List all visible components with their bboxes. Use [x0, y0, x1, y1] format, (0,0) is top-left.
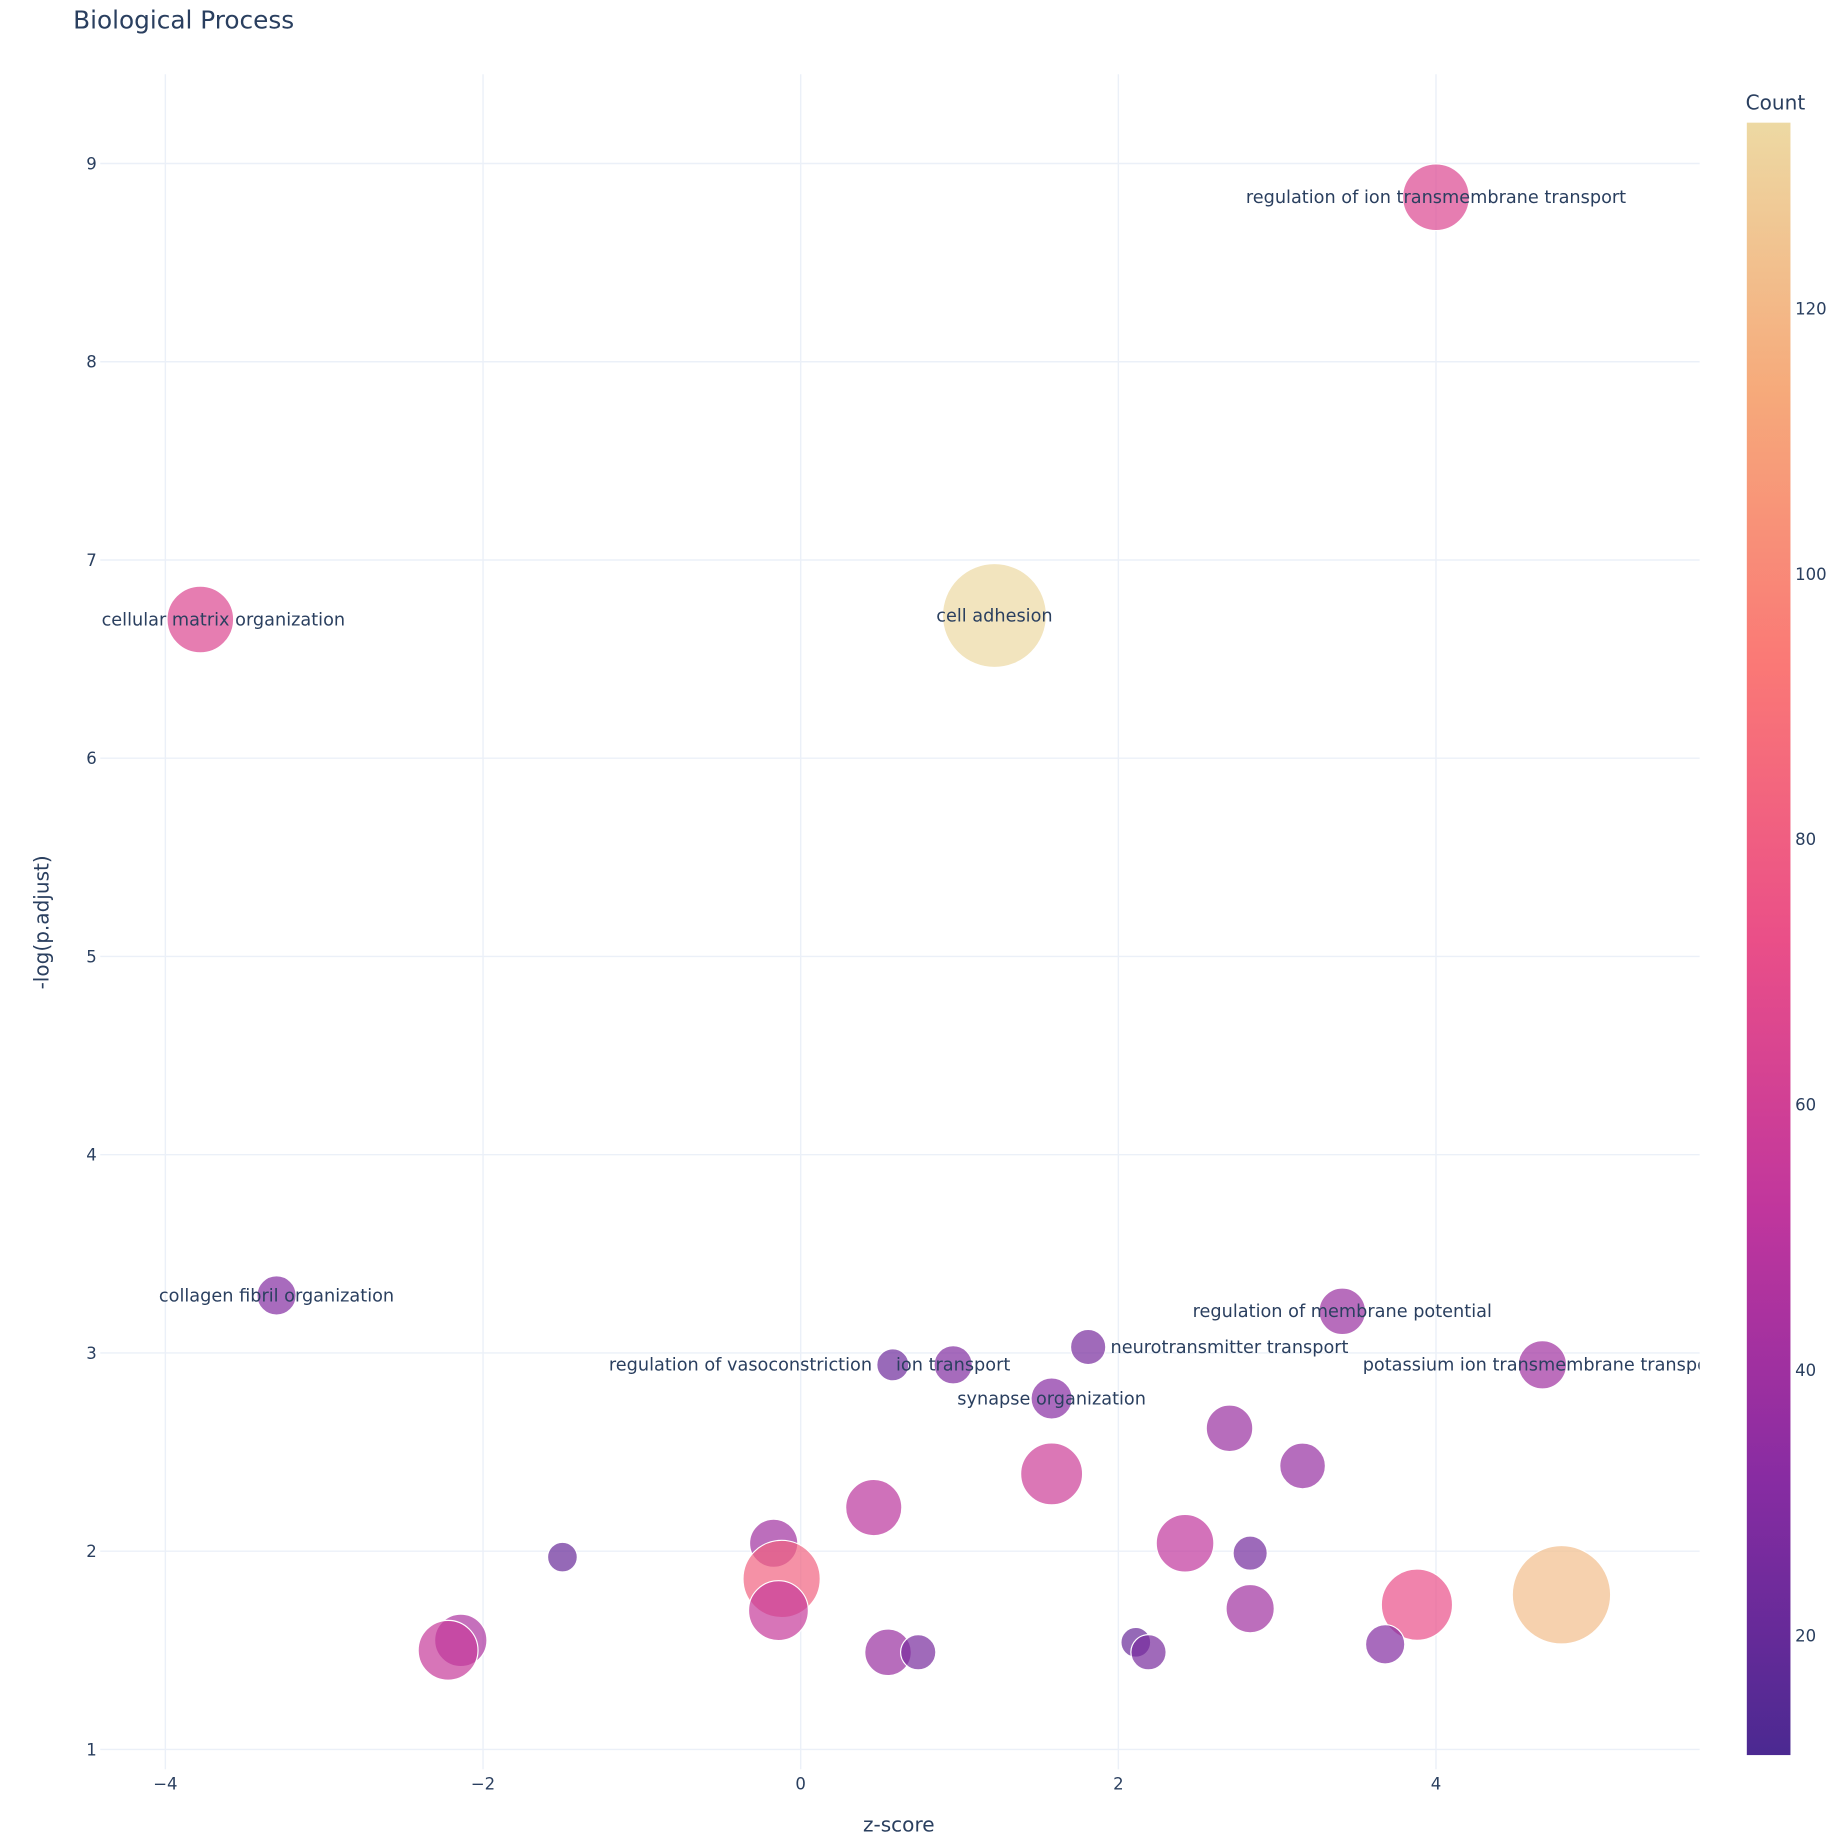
- y-tick-label: 4: [86, 1146, 97, 1165]
- x-tick-label: 2: [1113, 1774, 1124, 1793]
- bubble-point: [256, 1275, 297, 1316]
- x-tick-label: −4: [153, 1774, 177, 1793]
- bubble-point: [1517, 1340, 1568, 1390]
- bubble-point: [166, 585, 235, 654]
- bubble-point: [1402, 163, 1470, 232]
- colorbar-tick-label: 100: [1795, 565, 1827, 584]
- bubble-point: [747, 1580, 809, 1642]
- bubble-point: [933, 1345, 973, 1385]
- point-label: regulation of vasoconstriction: [609, 1356, 872, 1376]
- bubble-point: [1279, 1442, 1327, 1490]
- bubble-point: [1030, 1377, 1073, 1420]
- bubble-point: [1364, 1624, 1406, 1665]
- colorbar: [1746, 122, 1791, 1756]
- point-label: neurotransmitter transport: [1111, 1338, 1349, 1358]
- bubble-point: [1318, 1287, 1367, 1336]
- point-label: extracellular matrix organization: [55, 610, 345, 630]
- bubble-point: [546, 1541, 578, 1573]
- y-axis-title: -log(p.adjust): [29, 855, 53, 989]
- bubbles: [166, 163, 1612, 1681]
- chart-title: Biological Process: [73, 5, 294, 34]
- bubble-point: [1155, 1513, 1215, 1573]
- bubble-point: [1020, 1442, 1084, 1506]
- point-label: collagen fibril organization: [159, 1286, 394, 1306]
- bubble-point: [1225, 1583, 1275, 1634]
- point-label: regulation of ion transmembrane transpor…: [1246, 188, 1626, 208]
- x-tick-label: −2: [471, 1774, 495, 1793]
- bubble-point: [876, 1348, 910, 1382]
- x-axis-ticks: −4 −2 0 2 4: [153, 1774, 1441, 1793]
- point-labels: regulation of ion transmembrane transpor…: [55, 188, 1722, 1409]
- bubble-point: [845, 1478, 903, 1537]
- point-label: synapse organization: [957, 1389, 1146, 1409]
- colorbar-tick-label: 120: [1795, 299, 1827, 318]
- y-tick-label: 6: [86, 749, 97, 768]
- x-axis-title: z-score: [863, 1813, 935, 1837]
- bubble-point: [941, 562, 1048, 669]
- colorbar-ticks: 20 40 60 80 100 120: [1795, 299, 1827, 1645]
- y-axis-ticks: 1 2 3 4 5 6 7 8 9: [86, 154, 97, 1759]
- bubble-point: [417, 1619, 479, 1681]
- y-tick-label: 9: [86, 154, 97, 173]
- x-tick-label: 0: [795, 1774, 806, 1793]
- colorbar-tick-label: 80: [1795, 830, 1816, 849]
- bubble-point: [1205, 1404, 1254, 1453]
- colorbar-title: Count: [1746, 91, 1806, 115]
- point-label: potassium ion transmembrane transport: [1363, 1356, 1722, 1376]
- y-tick-label: 7: [86, 551, 97, 570]
- bubble-point: [1380, 1568, 1454, 1641]
- bubble-point: [1069, 1328, 1107, 1366]
- y-tick-label: 2: [86, 1542, 97, 1561]
- point-label: cell adhesion: [936, 606, 1052, 626]
- y-tick-label: 8: [86, 353, 97, 372]
- y-tick-label: 5: [86, 947, 97, 966]
- bubble-point: [899, 1634, 937, 1671]
- colorbar-tick-label: 60: [1795, 1096, 1816, 1115]
- colorbar-tick-label: 20: [1795, 1627, 1816, 1646]
- bubble-point: [1232, 1535, 1268, 1571]
- bubble-point: [1130, 1634, 1167, 1671]
- x-tick-label: 4: [1431, 1774, 1442, 1793]
- y-tick-label: 1: [86, 1740, 97, 1759]
- bubble-point: [1511, 1545, 1612, 1645]
- point-label: ion transport: [896, 1356, 1010, 1376]
- y-tick-label: 3: [86, 1344, 97, 1363]
- point-label: regulation of membrane potential: [1193, 1302, 1492, 1322]
- colorbar-tick-label: 40: [1795, 1361, 1816, 1380]
